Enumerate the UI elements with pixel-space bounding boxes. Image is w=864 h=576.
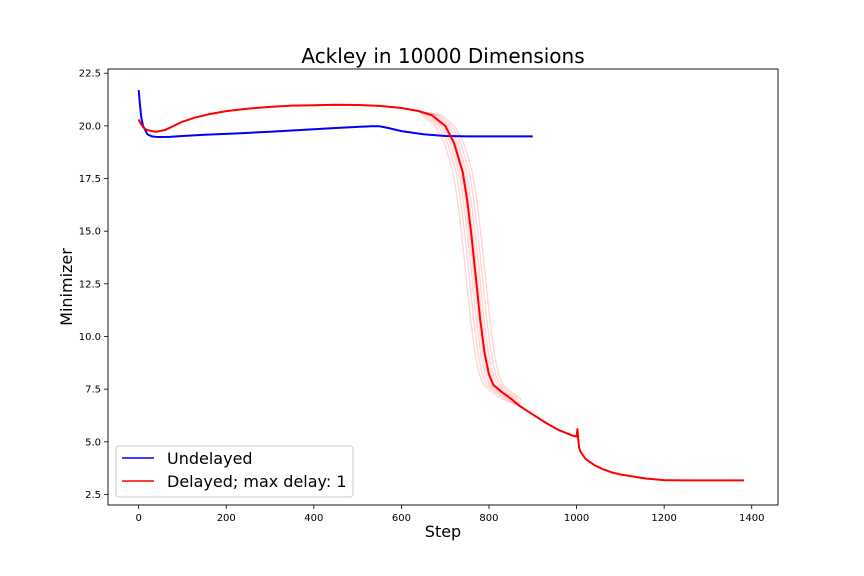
- x-tick-label: 1400: [739, 513, 764, 524]
- y-tick-label: 5.0: [85, 437, 101, 448]
- legend-label-undelayed: Undelayed: [167, 449, 253, 468]
- x-tick-label: 200: [217, 513, 236, 524]
- delayed-run-line: [138, 104, 744, 482]
- y-tick-label: 22.5: [79, 69, 101, 80]
- y-tick-label: 2.5: [85, 490, 101, 501]
- x-ticks: 0 200 400 600 800 1000 1200 1400: [135, 505, 764, 524]
- y-tick-label: 17.5: [79, 174, 101, 185]
- y-axis-label: Minimizer: [57, 248, 76, 326]
- x-tick-label: 1200: [651, 513, 676, 524]
- y-ticks: 2.5 5.0 7.5 10.0 12.5 15.0 17.5 20.0 22.5: [79, 69, 108, 501]
- delayed-run-line: [138, 104, 744, 482]
- y-tick-label: 12.5: [79, 279, 101, 290]
- y-tick-label: 7.5: [85, 385, 101, 396]
- legend-label-delayed: Delayed; max delay: 1: [167, 472, 347, 491]
- series-line-undelayed: [137, 89, 533, 139]
- delayed-run-line: [138, 104, 744, 482]
- y-tick-label: 15.0: [79, 227, 101, 238]
- series-line-delayed: [137, 103, 744, 482]
- plot-lines: [137, 89, 744, 482]
- plot-frame: [107, 68, 779, 506]
- delayed-run-line: [138, 104, 744, 482]
- delayed-run-line: [138, 104, 744, 482]
- x-tick-label: 1000: [564, 513, 589, 524]
- x-tick-label: 0: [135, 513, 141, 524]
- y-tick-label: 20.0: [79, 121, 101, 132]
- x-tick-label: 600: [392, 513, 411, 524]
- chart-title: Ackley in 10000 Dimensions: [301, 44, 584, 68]
- delayed-run-line: [138, 104, 744, 482]
- delayed-run-line: [138, 104, 744, 482]
- x-axis-label: Step: [425, 522, 461, 541]
- y-tick-label: 10.0: [79, 332, 101, 343]
- delayed-run-line: [138, 104, 744, 482]
- x-tick-label: 800: [479, 513, 498, 524]
- x-tick-label: 400: [304, 513, 323, 524]
- legend: Undelayed Delayed; max delay: 1: [115, 445, 354, 498]
- legend-frame: [115, 445, 354, 498]
